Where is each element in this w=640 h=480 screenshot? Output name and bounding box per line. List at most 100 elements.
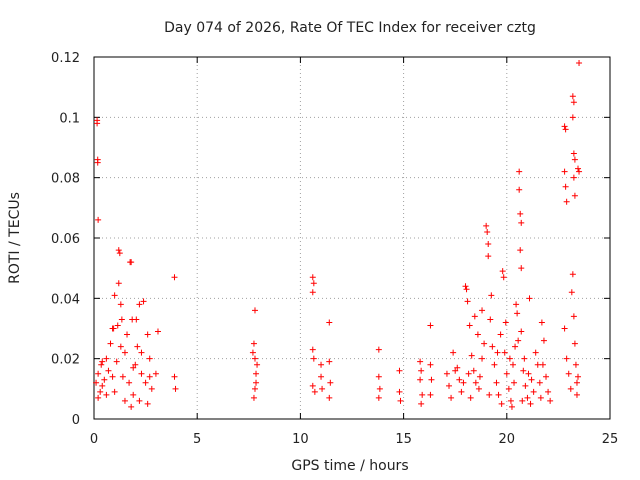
data-point: [460, 379, 467, 386]
data-point: [148, 385, 155, 392]
data-point: [527, 400, 534, 407]
data-point: [474, 331, 481, 338]
data-point: [250, 394, 257, 401]
data-point: [113, 358, 120, 365]
data-point: [569, 271, 576, 278]
data-point: [310, 355, 317, 362]
data-point: [572, 361, 579, 368]
data-point: [417, 376, 424, 383]
x-tick-label: 15: [395, 432, 412, 447]
data-point: [250, 340, 257, 347]
axis-ticks: [93, 56, 611, 420]
data-point: [251, 355, 258, 362]
data-point: [484, 228, 491, 235]
y-tick-label: 0.02: [51, 353, 80, 368]
data-point: [418, 400, 425, 407]
data-point: [483, 222, 490, 229]
data-point: [485, 241, 492, 248]
data-point: [136, 301, 143, 308]
data-point: [471, 313, 478, 320]
data-point: [543, 373, 550, 380]
data-point: [530, 388, 537, 395]
x-tick-labels: 0 5 10 15 20 25: [90, 432, 618, 447]
data-point: [443, 370, 450, 377]
data-point: [513, 301, 520, 308]
data-point: [95, 370, 102, 377]
data-point: [536, 379, 543, 386]
data-point: [522, 382, 529, 389]
data-point: [94, 120, 101, 127]
data-point: [521, 355, 528, 362]
data-point: [101, 376, 108, 383]
data-point: [146, 355, 153, 362]
data-point: [576, 60, 583, 67]
data-point: [575, 165, 582, 172]
data-point: [376, 385, 383, 392]
data-point: [516, 186, 523, 193]
y-tick-label: 0.06: [51, 232, 80, 247]
data-point: [570, 150, 577, 157]
data-point: [375, 373, 382, 380]
data-point: [547, 397, 554, 404]
data-point: [571, 192, 578, 199]
data-point: [95, 394, 102, 401]
data-point: [427, 361, 434, 368]
data-point: [327, 379, 334, 386]
data-point: [511, 379, 518, 386]
data-point: [508, 403, 515, 410]
data-point: [251, 307, 258, 314]
data-point: [128, 259, 135, 266]
data-point: [470, 367, 477, 374]
data-point: [507, 397, 514, 404]
data-point: [509, 361, 516, 368]
data-point: [99, 382, 106, 389]
data-point: [486, 391, 493, 398]
data-point: [493, 379, 500, 386]
data-point: [538, 319, 545, 326]
data-point: [573, 379, 580, 386]
y-axis-label: ROTI / TECUs: [7, 192, 23, 284]
data-point: [446, 382, 453, 389]
data-point: [563, 198, 570, 205]
data-point: [515, 337, 522, 344]
data-point: [121, 397, 128, 404]
data-point: [526, 295, 533, 302]
data-point: [458, 388, 465, 395]
data-point: [134, 343, 141, 350]
data-point: [499, 268, 506, 275]
data-point: [575, 373, 582, 380]
data-point: [506, 355, 513, 362]
data-point: [427, 391, 434, 398]
data-point: [417, 358, 424, 365]
data-point: [517, 247, 524, 254]
data-point: [571, 156, 578, 163]
data-point: [103, 391, 110, 398]
data-point: [154, 328, 161, 335]
data-point: [479, 355, 486, 362]
data-point: [318, 373, 325, 380]
data-point: [505, 385, 512, 392]
data-point: [309, 382, 316, 389]
data-point: [318, 361, 325, 368]
x-tick-label: 5: [193, 432, 201, 447]
data-point: [567, 385, 574, 392]
data-point: [251, 385, 258, 392]
data-point: [254, 361, 261, 368]
data-point: [500, 274, 507, 281]
data-point: [172, 385, 179, 392]
data-point: [319, 385, 326, 392]
data-point: [525, 370, 532, 377]
data-point: [467, 394, 474, 401]
data-point: [561, 168, 568, 175]
y-tick-label: 0.1: [59, 111, 80, 126]
data-point: [495, 391, 502, 398]
data-point: [107, 340, 114, 347]
data-point: [489, 343, 496, 350]
data-point: [532, 349, 539, 356]
x-tick-label: 0: [90, 432, 98, 447]
data-point: [562, 183, 569, 190]
data-point: [397, 397, 404, 404]
y-tick-label: 0.04: [51, 292, 80, 307]
data-point: [570, 174, 577, 181]
data-point: [518, 265, 525, 272]
